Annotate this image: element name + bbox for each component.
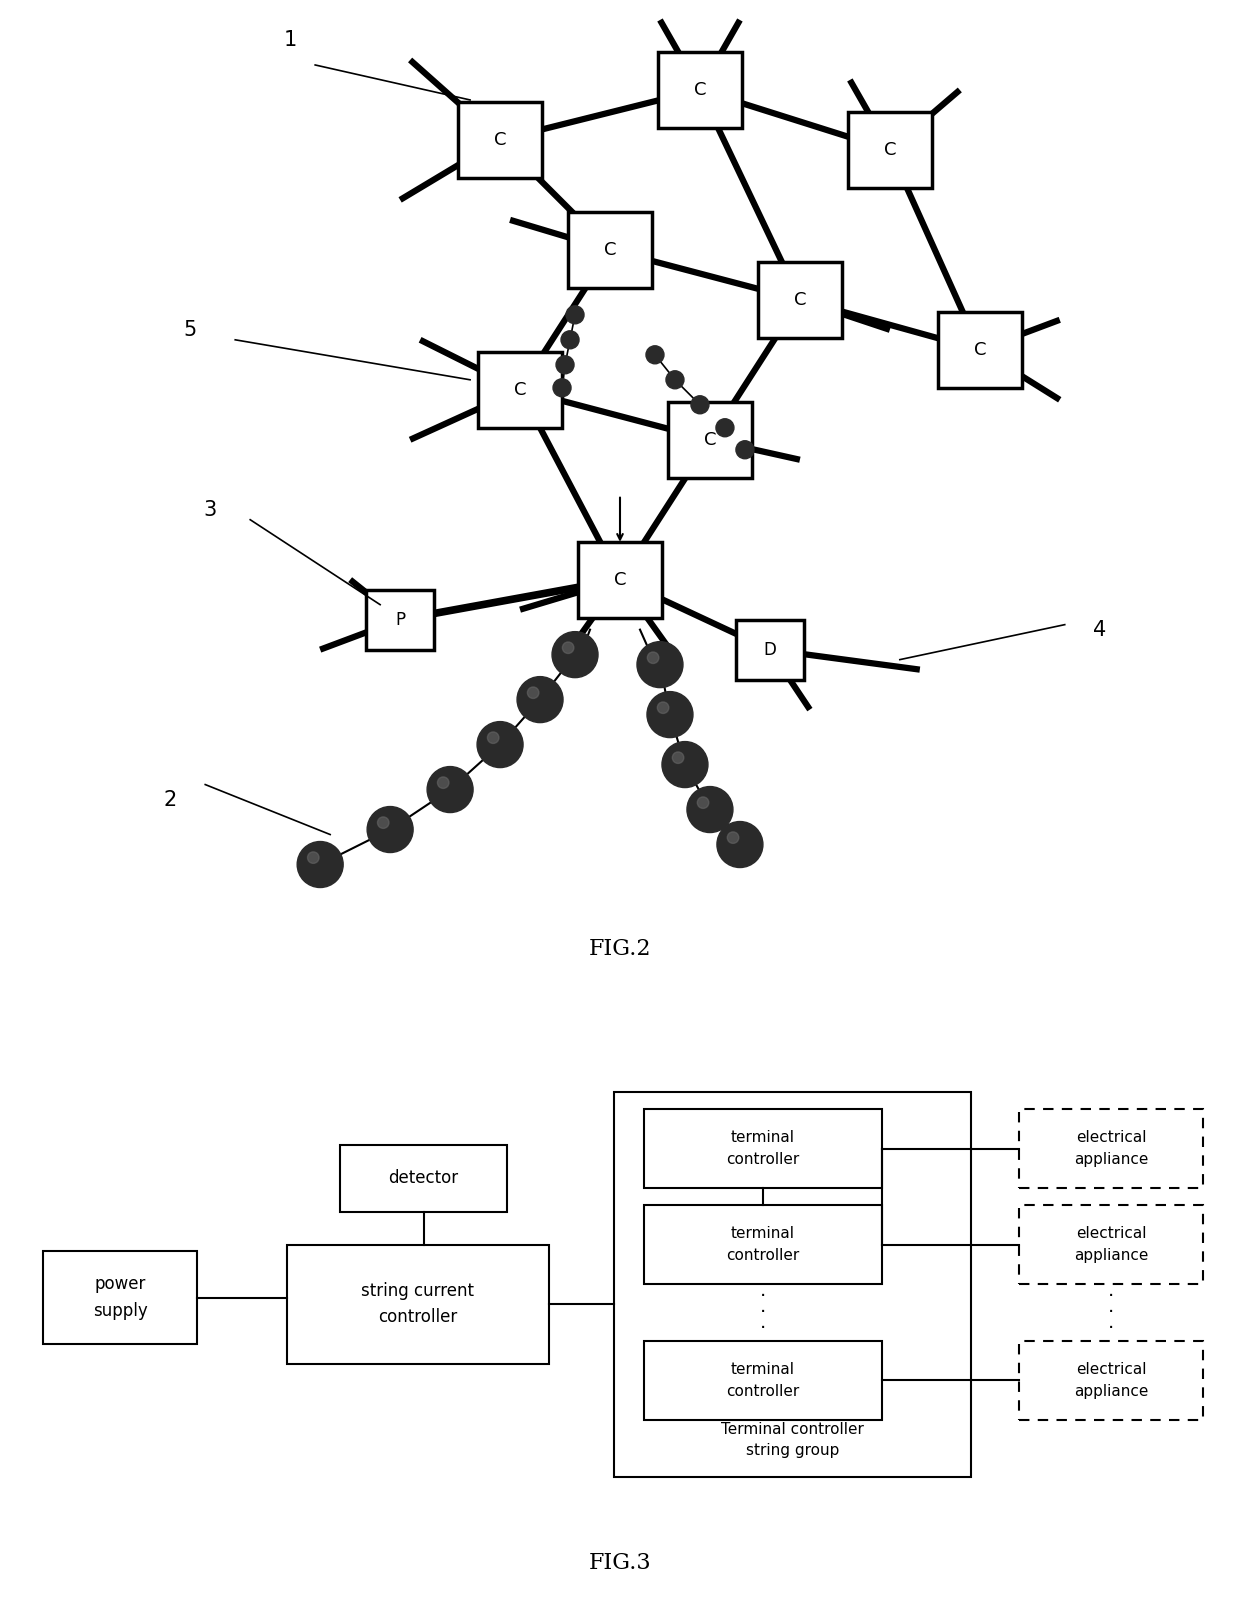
Ellipse shape (308, 851, 319, 864)
Ellipse shape (553, 379, 572, 397)
Text: Terminal controller
string group: Terminal controller string group (722, 1422, 864, 1459)
Text: FIG.2: FIG.2 (589, 938, 651, 961)
Text: 1: 1 (284, 31, 296, 50)
Ellipse shape (647, 692, 693, 738)
Text: C: C (703, 430, 717, 448)
Ellipse shape (662, 742, 708, 788)
FancyBboxPatch shape (668, 401, 751, 477)
Text: ·
·
·: · · · (760, 1286, 766, 1338)
FancyBboxPatch shape (735, 619, 804, 680)
Ellipse shape (438, 777, 449, 788)
FancyBboxPatch shape (458, 102, 542, 177)
Text: electrical
appliance: electrical appliance (1074, 1130, 1148, 1167)
Text: C: C (884, 140, 897, 160)
Ellipse shape (715, 419, 734, 437)
Ellipse shape (427, 767, 474, 812)
Ellipse shape (691, 397, 709, 414)
Ellipse shape (647, 651, 658, 664)
FancyBboxPatch shape (644, 1341, 882, 1420)
FancyBboxPatch shape (848, 111, 931, 189)
Ellipse shape (672, 751, 683, 764)
Text: power
supply: power supply (93, 1275, 148, 1320)
Text: C: C (614, 571, 626, 588)
FancyBboxPatch shape (286, 1244, 548, 1364)
FancyBboxPatch shape (578, 542, 662, 617)
Text: C: C (604, 240, 616, 260)
FancyBboxPatch shape (644, 1204, 882, 1285)
Text: C: C (794, 290, 806, 310)
Ellipse shape (367, 806, 413, 853)
Text: P: P (396, 611, 405, 629)
Ellipse shape (527, 687, 539, 698)
FancyBboxPatch shape (658, 52, 742, 127)
Ellipse shape (487, 732, 498, 743)
Ellipse shape (666, 371, 684, 388)
FancyBboxPatch shape (1019, 1341, 1203, 1420)
Ellipse shape (560, 330, 579, 348)
Text: ·
·
·: · · · (1107, 1286, 1115, 1338)
FancyBboxPatch shape (42, 1251, 197, 1344)
Text: 4: 4 (1094, 619, 1106, 640)
Ellipse shape (377, 817, 389, 829)
FancyBboxPatch shape (1019, 1204, 1203, 1285)
Ellipse shape (556, 356, 574, 374)
Ellipse shape (717, 822, 763, 867)
Text: C: C (973, 340, 986, 359)
Ellipse shape (477, 722, 523, 767)
FancyBboxPatch shape (758, 261, 842, 339)
FancyBboxPatch shape (366, 590, 434, 650)
Text: terminal
controller: terminal controller (727, 1130, 800, 1167)
Ellipse shape (646, 347, 663, 364)
Ellipse shape (517, 677, 563, 722)
Text: terminal
controller: terminal controller (727, 1362, 800, 1399)
Ellipse shape (565, 306, 584, 324)
Text: electrical
appliance: electrical appliance (1074, 1227, 1148, 1264)
Text: 5: 5 (184, 319, 197, 340)
Text: 2: 2 (164, 790, 177, 809)
FancyBboxPatch shape (644, 1109, 882, 1188)
Text: 3: 3 (203, 500, 217, 519)
Text: C: C (693, 81, 707, 98)
Text: terminal
controller: terminal controller (727, 1227, 800, 1264)
Text: D: D (764, 640, 776, 659)
Ellipse shape (697, 796, 709, 808)
Ellipse shape (552, 632, 598, 677)
Text: C: C (513, 380, 526, 398)
FancyBboxPatch shape (568, 211, 652, 289)
FancyBboxPatch shape (614, 1093, 971, 1477)
Ellipse shape (298, 841, 343, 888)
Ellipse shape (637, 642, 683, 688)
FancyBboxPatch shape (479, 351, 562, 427)
FancyBboxPatch shape (1019, 1109, 1203, 1188)
Ellipse shape (735, 440, 754, 459)
Text: FIG.3: FIG.3 (589, 1552, 651, 1573)
FancyBboxPatch shape (937, 311, 1022, 388)
Ellipse shape (657, 701, 668, 714)
Ellipse shape (687, 787, 733, 832)
FancyBboxPatch shape (340, 1145, 507, 1212)
Text: C: C (494, 131, 506, 148)
Text: string current
controller: string current controller (361, 1282, 474, 1327)
Text: electrical
appliance: electrical appliance (1074, 1362, 1148, 1399)
Ellipse shape (728, 832, 739, 843)
Text: detector: detector (388, 1169, 459, 1188)
Ellipse shape (563, 642, 574, 653)
